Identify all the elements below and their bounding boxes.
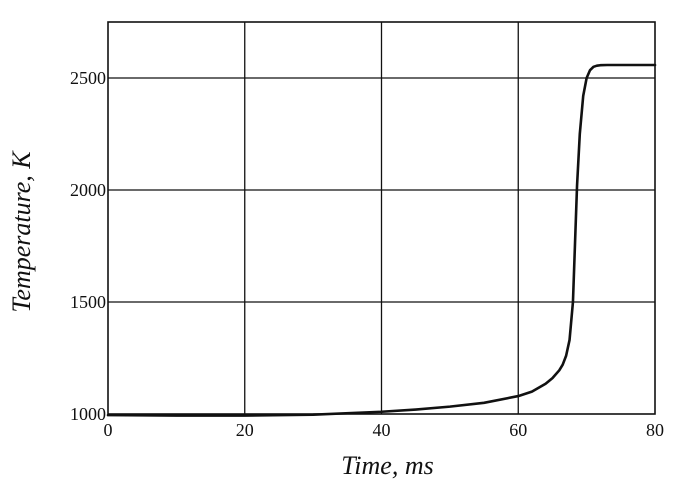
y-tick-label: 2500 bbox=[70, 68, 106, 88]
plot-frame bbox=[107, 21, 656, 415]
y-tick-label: 1000 bbox=[70, 404, 106, 424]
y-axis-title: Temperature, K bbox=[7, 150, 36, 313]
y-tick-label: 2000 bbox=[70, 180, 106, 200]
y-axis-ticks: 1000 1500 2000 2500 bbox=[70, 68, 106, 424]
x-axis-title: Time, ms bbox=[341, 451, 433, 480]
series-layer bbox=[106, 63, 657, 417]
x-tick-label: 40 bbox=[373, 420, 391, 440]
grid bbox=[108, 22, 655, 414]
x-tick-label: 0 bbox=[104, 420, 113, 440]
series-line-0 bbox=[106, 63, 657, 417]
x-tick-label: 20 bbox=[236, 420, 254, 440]
y-tick-label: 1500 bbox=[70, 292, 106, 312]
x-tick-label: 80 bbox=[646, 420, 664, 440]
x-axis-ticks: 0 20 40 60 80 bbox=[104, 420, 665, 440]
x-tick-label: 60 bbox=[509, 420, 527, 440]
